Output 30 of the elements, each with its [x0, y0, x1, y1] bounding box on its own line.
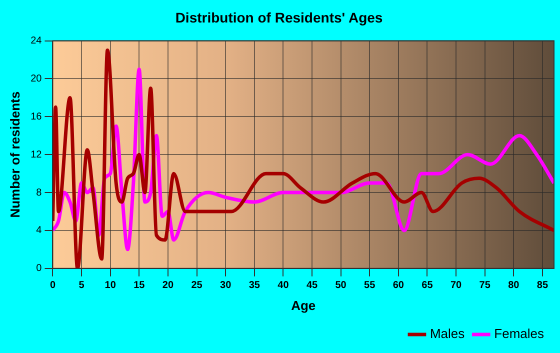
- x-tick-label: 60: [392, 280, 404, 292]
- x-tick-label: 5: [78, 280, 85, 292]
- x-tick-label: 30: [220, 280, 232, 292]
- x-tick-label: 15: [134, 280, 146, 292]
- legend-label: Males: [430, 326, 466, 342]
- x-tick-label: 45: [306, 280, 318, 292]
- y-tick-label: 24: [30, 36, 42, 47]
- x-tick-label: 10: [104, 280, 116, 292]
- y-tick-label: 0: [36, 263, 42, 274]
- y-tick-label: 8: [36, 187, 42, 198]
- x-tick-label: 75: [479, 280, 491, 292]
- legend-label: Females: [494, 326, 544, 342]
- x-tick-label: 50: [335, 280, 347, 292]
- x-axis-title: Age: [291, 298, 316, 313]
- x-tick-label: 65: [422, 280, 434, 292]
- y-tick-label: 16: [30, 111, 42, 122]
- x-tick-label: 0: [50, 280, 56, 292]
- x-tick-label: 25: [191, 280, 203, 292]
- x-tick-label: 20: [162, 280, 174, 292]
- x-tick-label: 80: [508, 280, 520, 292]
- x-tick-label: 55: [364, 280, 376, 292]
- x-tick-label: 70: [450, 280, 462, 292]
- y-axis-title: Number of residents: [7, 91, 22, 218]
- y-tick-label: 20: [30, 73, 42, 84]
- y-tick-label: 12: [30, 149, 42, 160]
- x-tick-label: 35: [248, 280, 260, 292]
- x-tick-label: 40: [278, 280, 290, 292]
- chart-title: Distribution of Residents' Ages: [175, 9, 383, 26]
- y-tick-label: 4: [36, 225, 42, 236]
- x-tick-label: 85: [536, 280, 548, 292]
